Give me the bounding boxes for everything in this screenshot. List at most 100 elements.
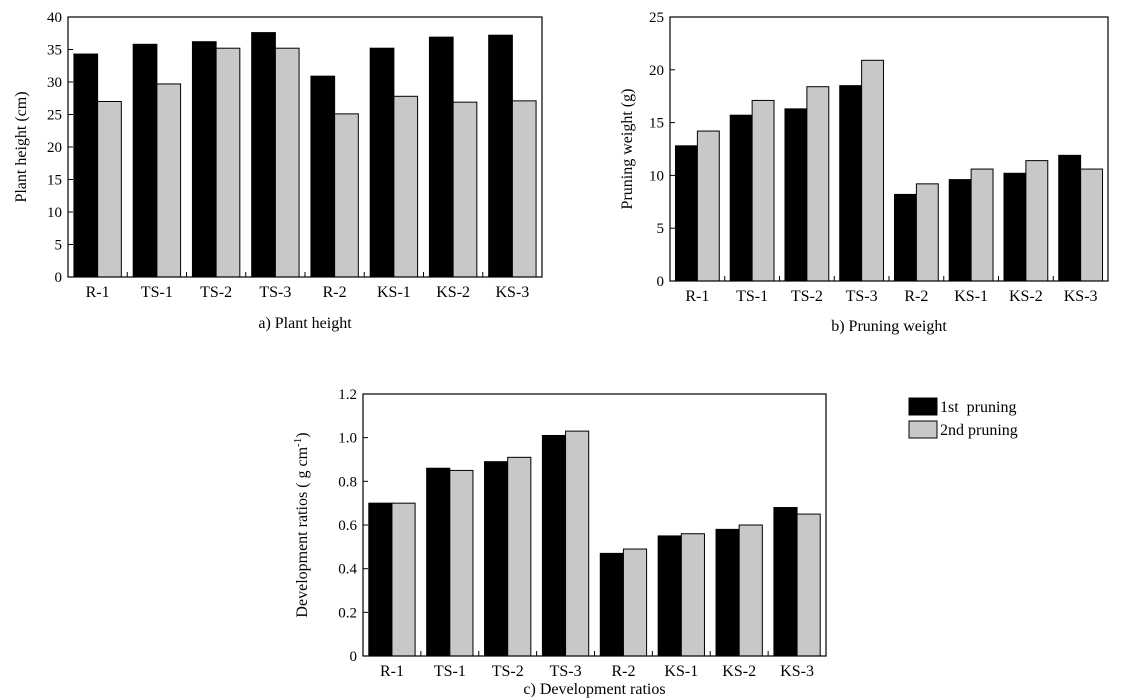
bar-b-2nd-ks-2: [1025, 160, 1049, 282]
chart-caption-c: c) Development ratios: [523, 681, 665, 698]
y-tick-label-c: 0.4: [338, 562, 357, 578]
y-axis-title-c: Development ratios ( g cm-1): [292, 432, 311, 617]
y-tick-label-a: 15: [47, 173, 62, 189]
y-tick-label-b: 5: [657, 221, 665, 237]
bar-b-2nd-r-2: [915, 183, 939, 282]
bar-c-1st-ts-2: [484, 461, 509, 657]
bar-b-1st-r-1: [674, 145, 698, 282]
bar-b-2nd-ks-1: [970, 168, 994, 282]
y-tick-label-a: 20: [47, 140, 62, 156]
bar-b-1st-ts-3: [839, 85, 863, 282]
y-axis-title-text-c: Development ratios ( g cm: [294, 446, 311, 617]
chart-c: 0 0.2 0.4 0.6 0.8 1.0 1.2 R-1 TS-1 TS-2 TS-3 R-2 KS-…: [292, 387, 827, 698]
bar-c-1st-r-1: [368, 502, 393, 657]
y-axis-title-a: Plant height (cm): [13, 91, 30, 202]
bar-a-2nd-r-1: [97, 101, 122, 278]
chart-caption-a: a) Plant height: [258, 315, 352, 332]
y-axis-title-end-c: ): [294, 432, 311, 437]
y-axis-title-text-b: Pruning weight (g): [619, 89, 636, 210]
y-tick-label-c: 0: [350, 649, 358, 665]
y-tick-label-a: 10: [47, 205, 62, 221]
y-axis-title-superscript-c: -1: [292, 438, 304, 447]
bar-c-2nd-ts-2: [507, 456, 532, 657]
bar-c-1st-ks-1: [657, 535, 682, 657]
x-category-label-b: TS-3: [846, 288, 878, 305]
bar-a-2nd-ts-1: [156, 83, 182, 278]
y-tick-label-b: 15: [649, 116, 664, 132]
bar-c-1st-ks-3: [773, 507, 798, 657]
x-category-label-a: TS-1: [141, 284, 173, 301]
bar-c-2nd-ks-3: [796, 513, 821, 657]
legend-swatch-1st-pruning: [908, 397, 938, 416]
bar-b-1st-ts-1: [729, 114, 753, 282]
chart-caption-b: b) Pruning weight: [831, 318, 947, 335]
x-category-label-b: TS-1: [736, 288, 768, 305]
y-tick-label-b: 0: [657, 274, 665, 290]
x-category-label-c: TS-2: [492, 663, 524, 680]
bar-c-2nd-ts-1: [449, 469, 474, 657]
bar-b-2nd-ks-3: [1080, 168, 1104, 282]
charts-group: 0 5 10 15 20 25 30 35 40 R-1 TS-1 TS-2 TS-3 R-2 KS-1 KS…: [13, 10, 1109, 698]
y-tick-label-a: 25: [47, 108, 62, 124]
y-tick-label-c: 1.2: [338, 387, 357, 403]
x-category-label-a: R-2: [323, 284, 347, 301]
bar-c-2nd-r-1: [391, 502, 416, 657]
y-tick-label-c: 0.2: [338, 605, 357, 621]
legend-label-2nd-pruning: 2nd pruning: [940, 422, 1018, 439]
bar-a-1st-r-1: [73, 53, 99, 278]
bar-b-1st-r-2: [893, 193, 917, 282]
bar-a-1st-ks-1: [369, 47, 395, 278]
x-category-label-b: TS-2: [791, 288, 823, 305]
x-category-label-a: TS-2: [200, 284, 232, 301]
y-tick-label-b: 20: [649, 63, 664, 79]
x-category-label-c: KS-1: [664, 663, 698, 680]
x-category-label-c: TS-3: [550, 663, 582, 680]
bar-a-1st-ks-2: [428, 36, 454, 278]
bar-c-2nd-ts-3: [565, 430, 590, 657]
y-axis-title-text-a: Plant height (cm): [13, 91, 30, 202]
x-category-label-a: KS-3: [495, 284, 529, 301]
x-category-label-b: R-2: [904, 288, 928, 305]
x-category-label-b: KS-1: [954, 288, 988, 305]
legend: 1st pruning 2nd pruning: [908, 397, 1018, 439]
bar-a-1st-ts-3: [251, 32, 276, 278]
chart-b: 0 5 10 15 20 25 R-1 TS-1 TS-2 TS-3 R-2 KS-1 KS-2 KS-3…: [619, 10, 1109, 335]
y-tick-label-c: 0.8: [338, 474, 357, 490]
x-category-label-b: KS-2: [1009, 288, 1043, 305]
x-category-label-c: R-2: [611, 663, 635, 680]
bar-c-2nd-ks-2: [738, 524, 763, 657]
y-tick-label-a: 40: [47, 10, 62, 26]
bar-a-1st-ts-2: [191, 41, 217, 278]
bar-b-2nd-ts-1: [751, 99, 775, 282]
x-category-label-a: KS-1: [377, 284, 411, 301]
y-tick-label-b: 10: [649, 168, 664, 184]
y-tick-label-c: 1.0: [338, 431, 357, 447]
bar-a-2nd-ks-3: [511, 100, 537, 278]
bar-b-1st-ks-1: [948, 179, 972, 282]
x-category-label-c: R-1: [380, 663, 404, 680]
x-category-label-c: KS-3: [780, 663, 814, 680]
x-category-label-b: R-1: [685, 288, 709, 305]
bar-b-1st-ks-2: [1003, 172, 1027, 282]
bar-a-1st-r-2: [310, 75, 336, 278]
bar-a-1st-ts-1: [132, 43, 158, 278]
x-category-label-a: R-1: [86, 284, 110, 301]
legend-label-1st-pruning: 1st pruning: [940, 399, 1016, 416]
y-tick-label-b: 25: [649, 10, 664, 26]
x-category-label-a: TS-3: [259, 284, 291, 301]
bar-c-2nd-ks-1: [680, 533, 705, 657]
x-category-label-c: TS-1: [434, 663, 466, 680]
y-tick-label-a: 35: [47, 43, 62, 59]
bar-a-2nd-r-2: [334, 113, 359, 278]
y-axis-title-b: Pruning weight (g): [619, 89, 636, 210]
bar-b-1st-ts-2: [784, 108, 808, 282]
y-tick-label-a: 5: [55, 238, 63, 254]
y-tick-label-a: 30: [47, 75, 62, 91]
bar-b-2nd-ts-2: [806, 86, 830, 282]
chart-a: 0 5 10 15 20 25 30 35 40 R-1 TS-1 TS-2 TS-3 R-2 KS-1 KS…: [13, 10, 543, 332]
y-tick-label-c: 0.6: [338, 518, 357, 534]
bar-c-1st-r-2: [599, 552, 624, 657]
x-category-label-b: KS-3: [1064, 288, 1098, 305]
bar-b-1st-ks-3: [1058, 154, 1082, 282]
